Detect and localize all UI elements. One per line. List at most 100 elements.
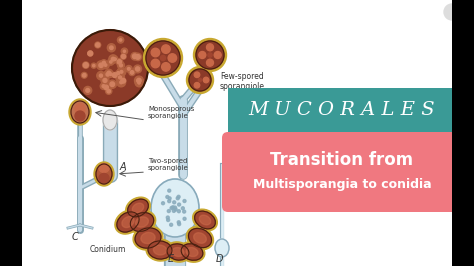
Circle shape [134,65,142,73]
Circle shape [118,62,125,69]
Ellipse shape [99,173,109,182]
Ellipse shape [194,72,200,77]
Circle shape [83,63,88,68]
Circle shape [168,197,171,200]
Ellipse shape [193,209,217,231]
Circle shape [114,58,116,60]
Circle shape [172,206,174,209]
Circle shape [96,43,100,47]
Circle shape [444,4,460,20]
Circle shape [107,71,110,75]
Ellipse shape [151,179,199,237]
Circle shape [100,83,107,89]
Ellipse shape [132,203,144,213]
Ellipse shape [162,63,170,71]
Circle shape [82,73,86,77]
Ellipse shape [199,52,206,59]
Ellipse shape [126,197,150,219]
Ellipse shape [75,103,85,114]
Text: E: E [168,254,174,264]
Ellipse shape [165,242,191,262]
Circle shape [72,30,148,106]
Circle shape [121,48,128,55]
Circle shape [104,85,109,90]
Text: Monosporous
sporangiole: Monosporous sporangiole [148,106,194,119]
Ellipse shape [186,247,198,256]
Circle shape [86,89,90,92]
Circle shape [105,69,113,77]
Circle shape [173,201,176,204]
Ellipse shape [162,45,170,53]
Ellipse shape [194,233,206,243]
Ellipse shape [189,69,211,91]
Circle shape [120,70,123,73]
Circle shape [182,210,186,213]
Ellipse shape [148,241,172,259]
Circle shape [102,61,109,69]
Circle shape [162,202,164,205]
Ellipse shape [115,210,141,234]
Circle shape [91,63,96,68]
Circle shape [110,82,115,86]
FancyBboxPatch shape [222,132,462,212]
Circle shape [117,68,126,76]
Ellipse shape [208,53,212,57]
Circle shape [176,197,179,200]
Ellipse shape [181,244,203,260]
Circle shape [112,72,118,78]
Ellipse shape [135,228,161,248]
Ellipse shape [200,215,210,225]
Circle shape [183,217,186,220]
Circle shape [177,221,180,224]
Text: M U C O R A L E S: M U C O R A L E S [249,101,435,119]
Circle shape [102,61,105,64]
Ellipse shape [186,66,213,94]
Ellipse shape [167,244,189,260]
Circle shape [100,74,102,77]
Circle shape [112,73,117,77]
Ellipse shape [117,212,139,232]
Circle shape [119,64,122,67]
Circle shape [177,195,180,198]
Circle shape [183,200,186,202]
Ellipse shape [186,226,213,250]
Circle shape [108,59,114,65]
Circle shape [170,206,173,210]
Circle shape [106,73,109,76]
Circle shape [166,216,169,219]
Ellipse shape [71,101,89,123]
Ellipse shape [122,217,134,227]
Circle shape [135,79,143,87]
Circle shape [120,81,122,84]
Circle shape [119,39,122,41]
Circle shape [166,196,169,198]
Circle shape [103,78,107,82]
Text: Multisporangia to conidia: Multisporangia to conidia [253,178,431,191]
Circle shape [173,209,175,213]
Ellipse shape [161,55,165,61]
Circle shape [117,78,126,87]
Ellipse shape [154,245,166,255]
Ellipse shape [194,82,200,88]
Circle shape [117,60,121,64]
Circle shape [109,46,113,49]
Circle shape [182,207,184,210]
Ellipse shape [146,239,174,261]
Circle shape [118,76,121,79]
Circle shape [135,76,143,85]
Ellipse shape [214,52,221,59]
Text: Two-spored
sporangiole: Two-spored sporangiole [148,158,189,171]
Ellipse shape [133,226,163,250]
Circle shape [112,56,118,62]
Circle shape [130,71,134,74]
Ellipse shape [207,59,213,66]
Ellipse shape [99,164,109,172]
Ellipse shape [75,111,85,121]
Circle shape [107,44,115,52]
Circle shape [101,77,109,84]
Ellipse shape [146,41,180,75]
Ellipse shape [198,78,201,82]
Ellipse shape [151,59,160,68]
Circle shape [97,72,105,80]
Circle shape [111,57,115,61]
